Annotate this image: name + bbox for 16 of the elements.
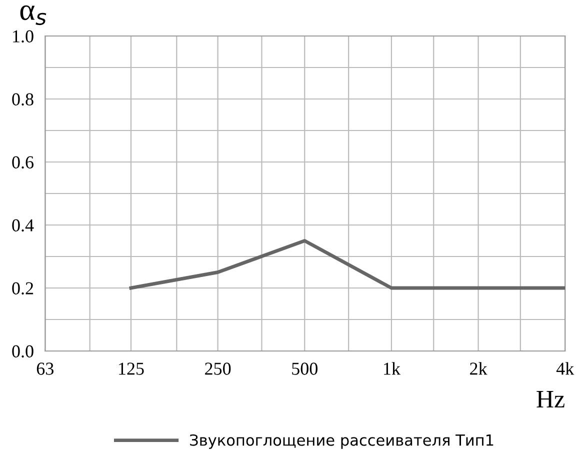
- y-tick-label: 0.4: [12, 219, 34, 232]
- x-tick-label: 63: [36, 362, 54, 375]
- legend-label: Звукопоглощение рассеивателя Тип1: [190, 434, 494, 449]
- y-tick-label: 0.6: [12, 156, 34, 169]
- y-tick-label: 0.2: [12, 282, 34, 295]
- x-tick-label: 125: [119, 362, 144, 375]
- y-tick-label: 1.0: [13, 30, 34, 43]
- x-tick-label: 1k: [384, 362, 400, 375]
- x-axis-title: Hz: [536, 391, 564, 408]
- x-tick-label: 250: [205, 362, 231, 375]
- x-tick-label: 500: [292, 362, 318, 375]
- x-tick-label: 2k: [470, 362, 488, 375]
- y-axis-title: α$_{s}$: [20, 5, 46, 26]
- y-tick-label: 0.8: [12, 93, 34, 106]
- y-tick-label: 0.0: [12, 345, 34, 358]
- x-tick-label: 4k: [556, 362, 574, 375]
